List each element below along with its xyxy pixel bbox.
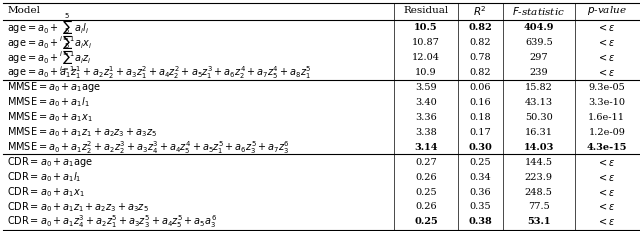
Text: 1.2e-09: 1.2e-09 (588, 128, 625, 137)
Text: 43.13: 43.13 (525, 98, 553, 107)
Text: 248.5: 248.5 (525, 188, 553, 197)
Text: 0.82: 0.82 (470, 38, 491, 47)
Text: 53.1: 53.1 (527, 217, 550, 226)
Text: $\mathrm{MMSE} = a_0 + a_1 x_1$: $\mathrm{MMSE} = a_0 + a_1 x_1$ (7, 110, 93, 124)
Text: 10.5: 10.5 (414, 23, 438, 32)
Text: $< \epsilon$: $< \epsilon$ (597, 172, 616, 182)
Text: 144.5: 144.5 (525, 158, 553, 167)
Text: 3.59: 3.59 (415, 83, 437, 92)
Text: 77.5: 77.5 (528, 203, 550, 212)
Text: $R^2$: $R^2$ (474, 4, 487, 18)
Text: $\mathrm{age} = a_0 + \sum_{i=1}^{5} a_i l_i$: $\mathrm{age} = a_0 + \sum_{i=1}^{5} a_i… (7, 11, 89, 44)
Text: 0.82: 0.82 (468, 23, 492, 32)
Text: $< \epsilon$: $< \epsilon$ (597, 22, 616, 33)
Text: $\mathrm{MMSE} = a_0 + a_1 l_1$: $\mathrm{MMSE} = a_0 + a_1 l_1$ (7, 95, 90, 109)
Text: $\mathrm{age} = a_0 + \sum_{i=1}^{5} a_i x_i$: $\mathrm{age} = a_0 + \sum_{i=1}^{5} a_i… (7, 26, 92, 59)
Text: 15.82: 15.82 (525, 83, 553, 92)
Text: $p$-value: $p$-value (587, 4, 627, 17)
Text: $< \epsilon$: $< \epsilon$ (597, 67, 616, 78)
Text: $< \epsilon$: $< \epsilon$ (597, 52, 616, 63)
Text: 0.38: 0.38 (468, 217, 492, 226)
Text: 0.06: 0.06 (470, 83, 491, 92)
Text: $\mathrm{age} = a_0 + \sum_{i=1}^{5} a_i z_i$: $\mathrm{age} = a_0 + \sum_{i=1}^{5} a_i… (7, 41, 92, 74)
Text: $\mathrm{CDR} = a_0 + a_1\mathrm{age}$: $\mathrm{CDR} = a_0 + a_1\mathrm{age}$ (7, 155, 93, 169)
Text: 3.36: 3.36 (415, 113, 437, 122)
Text: 1.6e-11: 1.6e-11 (588, 113, 625, 122)
Text: 3.40: 3.40 (415, 98, 437, 107)
Text: 0.18: 0.18 (470, 113, 491, 122)
Text: 0.25: 0.25 (414, 217, 438, 226)
Text: 0.16: 0.16 (470, 98, 491, 107)
Text: 0.82: 0.82 (470, 68, 491, 77)
Text: 16.31: 16.31 (525, 128, 553, 137)
Text: 0.26: 0.26 (415, 203, 437, 212)
Text: $\mathrm{age} = a_0 + a_1 z_1^1 + a_2 z_2^1 + a_3 z_1^2 + a_4 z_2^2 + a_5 z_1^3 : $\mathrm{age} = a_0 + a_1 z_1^1 + a_2 z_… (7, 64, 312, 81)
Text: $< \epsilon$: $< \epsilon$ (597, 157, 616, 168)
Text: 50.30: 50.30 (525, 113, 553, 122)
Text: 10.87: 10.87 (412, 38, 440, 47)
Text: 0.25: 0.25 (415, 188, 437, 197)
Text: $F$-statistic: $F$-statistic (512, 5, 565, 17)
Text: $\mathrm{CDR} = a_0 + a_1 x_1$: $\mathrm{CDR} = a_0 + a_1 x_1$ (7, 185, 84, 199)
Text: 223.9: 223.9 (525, 173, 553, 182)
Text: 12.04: 12.04 (412, 53, 440, 62)
Text: 0.34: 0.34 (470, 173, 492, 182)
Text: 297: 297 (529, 53, 548, 62)
Text: 3.14: 3.14 (414, 143, 438, 152)
Text: 0.26: 0.26 (415, 173, 437, 182)
Text: $\mathrm{MMSE} = a_0 + a_1 z_2^2 + a_2 z_2^3 + a_3 z_4^3 + a_4 z_5^4 + a_5 z_1^5: $\mathrm{MMSE} = a_0 + a_1 z_2^2 + a_2 z… (7, 139, 290, 156)
Text: 14.03: 14.03 (524, 143, 554, 152)
Text: 0.78: 0.78 (470, 53, 491, 62)
Text: 3.38: 3.38 (415, 128, 437, 137)
Text: 404.9: 404.9 (524, 23, 554, 32)
Text: 0.27: 0.27 (415, 158, 437, 167)
Text: 239: 239 (529, 68, 548, 77)
Text: 9.3e-05: 9.3e-05 (588, 83, 625, 92)
Text: $\mathrm{MMSE} = a_0 + a_1 z_1 + a_2 z_3 + a_3 z_5$: $\mathrm{MMSE} = a_0 + a_1 z_1 + a_2 z_3… (7, 125, 157, 139)
Text: $\mathrm{CDR} = a_0 + a_1 l_1$: $\mathrm{CDR} = a_0 + a_1 l_1$ (7, 170, 82, 184)
Text: $< \epsilon$: $< \epsilon$ (597, 37, 616, 48)
Text: 4.3e-15: 4.3e-15 (586, 143, 627, 152)
Text: $< \epsilon$: $< \epsilon$ (597, 187, 616, 198)
Text: $\mathrm{MMSE} = a_0 + a_1\mathrm{age}$: $\mathrm{MMSE} = a_0 + a_1\mathrm{age}$ (7, 80, 101, 94)
Text: $< \epsilon$: $< \epsilon$ (597, 201, 616, 213)
Text: 0.25: 0.25 (470, 158, 491, 167)
Text: $\mathrm{CDR} = a_0 + a_1 z_1 + a_2 z_3 + a_3 z_5$: $\mathrm{CDR} = a_0 + a_1 z_1 + a_2 z_3 … (7, 200, 149, 214)
Text: 639.5: 639.5 (525, 38, 553, 47)
Text: $< \epsilon$: $< \epsilon$ (597, 216, 616, 228)
Text: Model: Model (7, 6, 40, 15)
Text: 0.17: 0.17 (470, 128, 492, 137)
Text: Residual: Residual (403, 6, 449, 15)
Text: 10.9: 10.9 (415, 68, 437, 77)
Text: 0.36: 0.36 (470, 188, 491, 197)
Text: 3.3e-10: 3.3e-10 (588, 98, 625, 107)
Text: $\mathrm{CDR} = a_0 + a_1 z_4^3 + a_2 z_1^5 + a_3 z_3^5 + a_4 z_5^5 + a_5 a_3^6$: $\mathrm{CDR} = a_0 + a_1 z_4^3 + a_2 z_… (7, 213, 217, 230)
Text: 0.30: 0.30 (468, 143, 492, 152)
Text: 0.35: 0.35 (470, 203, 491, 212)
